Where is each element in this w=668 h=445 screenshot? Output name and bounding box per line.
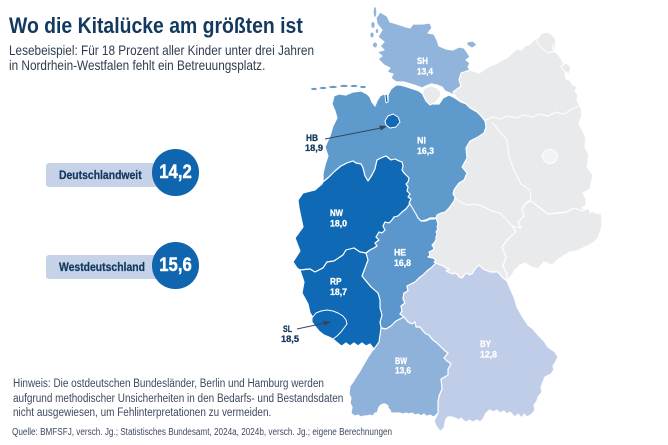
svg-text:12,8: 12,8 [480, 350, 497, 360]
svg-text:HB: HB [306, 133, 318, 143]
svg-text:13,6: 13,6 [395, 366, 411, 376]
svg-text:BW: BW [395, 356, 407, 366]
svg-text:16,8: 16,8 [394, 258, 411, 268]
svg-text:BY: BY [480, 339, 492, 349]
svg-text:18,0: 18,0 [330, 219, 347, 229]
svg-text:HE: HE [394, 248, 406, 258]
svg-text:NW: NW [330, 208, 343, 218]
svg-text:RP: RP [330, 277, 342, 287]
svg-text:16,3: 16,3 [417, 146, 434, 156]
svg-text:18,7: 18,7 [330, 287, 347, 297]
svg-text:NI: NI [417, 136, 426, 146]
svg-text:18,5: 18,5 [281, 334, 299, 344]
svg-text:SH: SH [417, 56, 428, 66]
svg-text:SL: SL [283, 324, 292, 334]
svg-text:13,4: 13,4 [417, 67, 434, 77]
svg-text:18,9: 18,9 [305, 143, 323, 153]
